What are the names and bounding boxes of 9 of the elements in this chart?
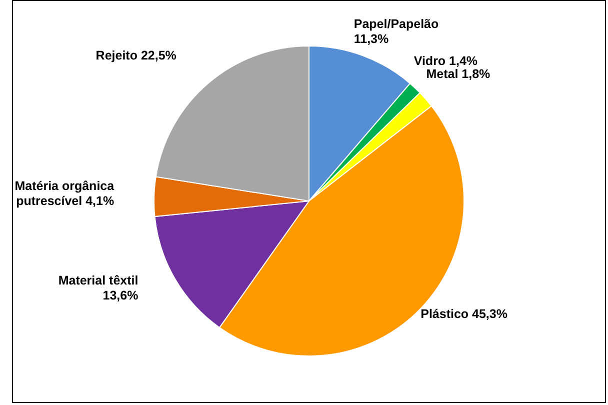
slice-label: Matéria orgânica putrescível 4,1%: [14, 178, 116, 208]
slice-label: Plástico 45,3%: [420, 307, 508, 322]
data-label: 11,3%: [354, 32, 389, 46]
slice-label: Vidro 1,4%: [414, 54, 478, 68]
slice-label: Metal 1,8%: [426, 67, 490, 82]
slice-label: Rejeito 22,5%: [96, 48, 176, 63]
slice-label: Papel/Papelão: [354, 17, 439, 32]
slice-label: Material têxtil: [58, 274, 138, 288]
data-label: 13,6%: [102, 288, 138, 303]
